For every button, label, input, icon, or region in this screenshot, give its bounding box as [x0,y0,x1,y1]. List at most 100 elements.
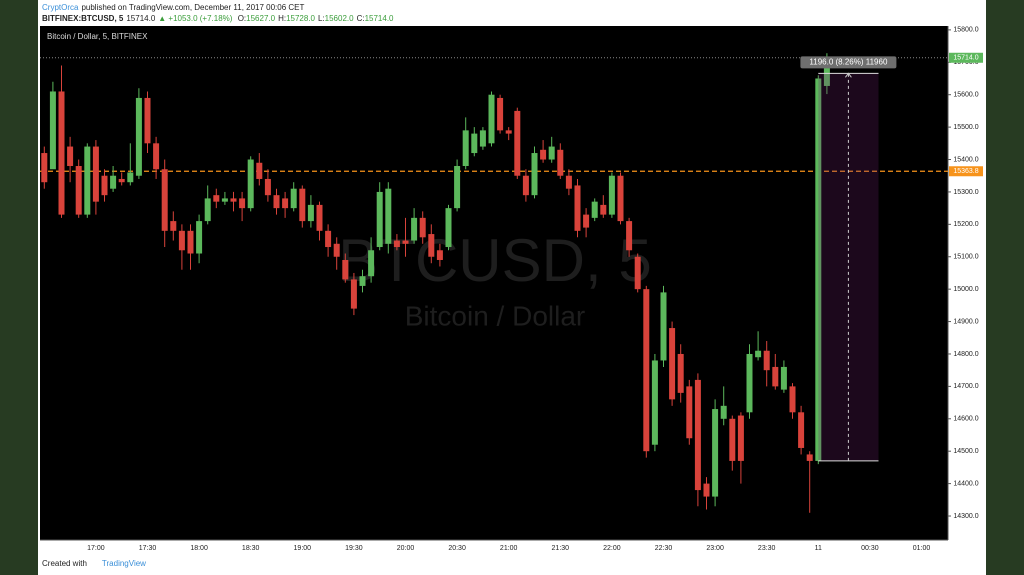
hline-label: 15363.8 [953,168,978,175]
candle-body [626,221,633,251]
change: ▲ +1053.0 (+7.18%) [158,14,233,23]
x-tick-label: 21:30 [552,545,570,552]
candle-body [41,153,48,183]
candle-body [479,130,486,147]
ohlc-label: C: [356,14,365,23]
ohlc-label: H: [278,14,287,23]
y-tick-label: 14900.0 [953,318,978,325]
candle-body [359,276,366,286]
candle-body [49,91,56,170]
candle-body [342,259,349,280]
candle-body [471,133,478,154]
y-tick-label: 14700.0 [953,383,978,390]
candle-body [213,195,220,202]
measure-label: 1196.0 (8.26%) 11960 [809,57,888,66]
candle-body [669,328,676,400]
candle-body [720,405,727,419]
footer: Created with TradingView [42,559,149,568]
candle-body [617,175,624,222]
y-tick-label: 14400.0 [953,480,978,487]
candle-body [144,97,151,144]
symbol: BITFINEX:BTCUSD, 5 [42,14,124,23]
y-tick-label: 14300.0 [953,513,978,520]
candle-body [540,149,547,160]
ohlc-value: 15728.0 [286,14,315,23]
y-tick-label: 14800.0 [953,351,978,358]
x-tick-label: 22:00 [603,545,621,552]
candle-body [196,221,203,254]
candle-body [686,386,693,439]
footer-text: Created with [42,559,87,568]
candle-body [488,94,495,144]
candle-body [419,217,426,238]
candle-body [84,146,91,215]
candle-body [583,214,590,228]
symbol-line: BITFINEX:BTCUSD, 5 15714.0 ▲ +1053.0 (+7.1… [42,14,397,23]
candle-body [350,279,357,309]
candle-body [591,201,598,218]
candle-body [187,230,194,254]
candle-body [798,412,805,448]
price: 15714.0 [126,14,156,23]
y-tick-label: 14600.0 [953,416,978,423]
candle-body [729,418,736,461]
candle-body [178,230,185,251]
candle-body [651,360,658,445]
brand[interactable]: TradingView [101,559,146,568]
x-tick-label: 19:30 [345,545,363,552]
candle-body [307,204,314,222]
candle-body [290,188,297,209]
measure-arrow-head [845,72,852,78]
x-tick-label: 18:30 [242,545,260,552]
candle-body [557,149,564,176]
candle-body [445,208,452,248]
candle-body [660,292,667,361]
candle-body [333,243,340,257]
candle-body [600,204,607,215]
candle-body [58,91,65,215]
candle-body [110,175,117,189]
x-tick-label: 22:30 [655,545,673,552]
x-tick-label: 01:00 [913,545,931,552]
candle-body [497,97,504,131]
candle-body [161,169,168,231]
y-tick-label: 15400.0 [953,156,978,163]
x-tick-label: 17:00 [87,545,105,552]
last-price-label: 15714.0 [953,55,978,62]
candle-body [815,78,822,461]
candle-body [643,289,650,452]
candle-body [746,353,753,413]
candle-body [368,250,375,277]
candle-body [522,175,529,196]
candle-body [737,415,744,461]
candle-body [780,366,787,390]
candle-body [428,234,435,257]
x-tick-label: 20:00 [397,545,415,552]
candle-body [712,409,719,497]
ohlc-value: 15714.0 [364,14,394,23]
candle-body [256,162,263,179]
candle-body [454,166,461,209]
candle-body [565,175,572,189]
ohlc-label: O: [237,14,247,23]
candle-body [376,191,383,248]
x-tick-label: 20:30 [448,545,466,552]
candle-body [402,240,409,244]
measure-label-bg [800,56,897,69]
candle-body [514,110,521,176]
x-tick-label: 11 [815,545,822,552]
hline-label-bg [949,166,983,177]
candle-body [170,221,177,231]
candle-body [67,146,74,167]
candle-body [75,166,82,215]
last-price-bg [949,52,983,63]
candle-body [677,353,684,393]
header-line: CryptOrca published on TradingView.com, D… [42,3,307,12]
x-tick-label: 17:30 [139,545,157,552]
y-tick-label: 15300.0 [953,189,978,196]
author[interactable]: CryptOrca [42,3,79,12]
candle-body [135,97,142,176]
candle-body [273,195,280,209]
candle-body [806,454,813,461]
